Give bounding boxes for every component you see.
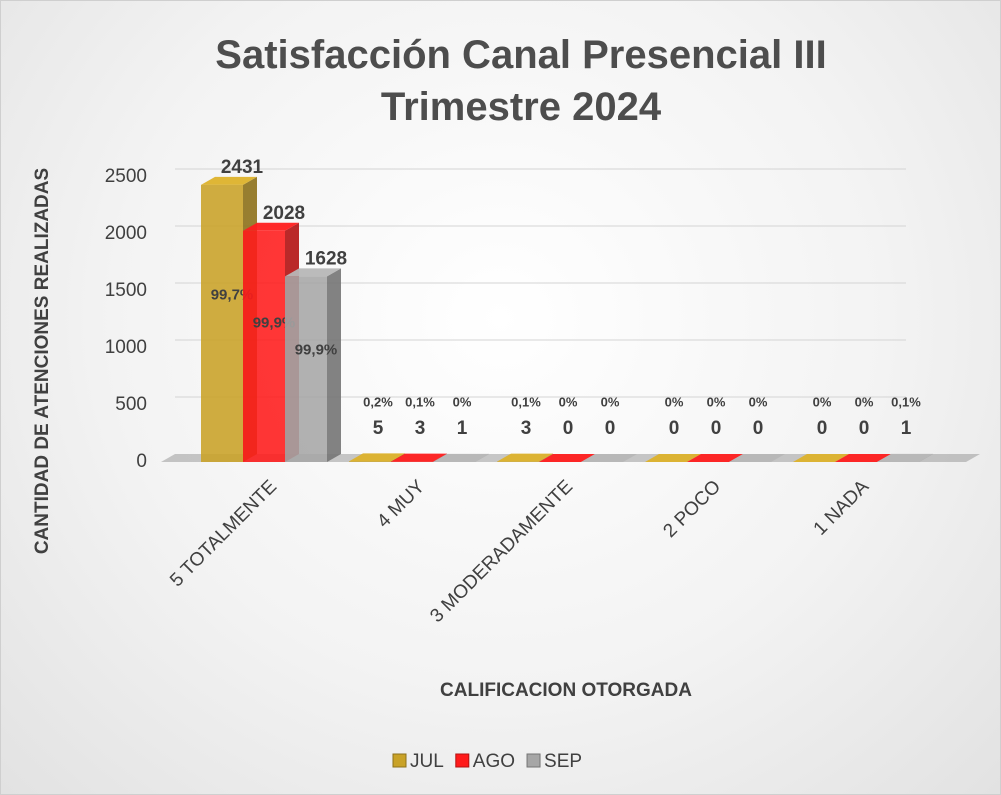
data-label: 2028 [263, 203, 305, 224]
legend-label: SEP [544, 751, 582, 772]
data-label: 1 [901, 418, 912, 439]
percent-label: 0% [813, 394, 832, 409]
bar-top [645, 454, 701, 462]
bar-top [581, 454, 637, 462]
percent-label: 0,1% [891, 394, 921, 409]
x-tick-label: 1 NADA [810, 476, 874, 540]
bar-top [285, 268, 341, 277]
percent-label: 0% [749, 394, 768, 409]
bar-top [201, 176, 257, 185]
bar [285, 276, 327, 462]
data-label: 0 [669, 418, 680, 439]
percent-label: 0% [453, 394, 472, 409]
data-label: 3 [521, 418, 532, 439]
data-label: 0 [563, 418, 574, 439]
data-label: 5 [373, 418, 384, 439]
x-axis-label: CALIFICACION OTORGADA [440, 680, 692, 701]
bar [349, 461, 391, 462]
y-tick-label: 2000 [105, 223, 147, 244]
bar-top [729, 454, 785, 462]
bar-top [835, 454, 891, 462]
percent-label: 0% [601, 394, 620, 409]
bar-top [349, 453, 405, 462]
data-label: 0 [753, 418, 764, 439]
bar-top [243, 222, 299, 231]
data-label: 0 [711, 418, 722, 439]
percent-label: 99,9% [253, 314, 296, 331]
percent-label: 99,9% [295, 342, 338, 359]
bar [201, 184, 243, 462]
bar-top [391, 453, 447, 462]
bar-top [433, 453, 489, 462]
bar-side [919, 453, 933, 462]
legend-swatch [455, 753, 470, 768]
data-label: 0 [859, 418, 870, 439]
bar-top [497, 453, 553, 462]
x-tick-label: 4 MUY [373, 476, 429, 532]
data-label: 3 [415, 418, 426, 439]
data-label: 0 [817, 418, 828, 439]
bar [243, 230, 285, 462]
legend-label: JUL [410, 751, 444, 772]
bar-side [327, 268, 341, 462]
percent-label: 0% [559, 394, 578, 409]
data-label: 2431 [221, 157, 264, 178]
data-label: 1 [457, 418, 468, 439]
bar-top [793, 454, 849, 462]
y-tick-label: 1500 [105, 280, 147, 301]
y-tick-label: 1000 [105, 337, 147, 358]
percent-label: 0,1% [511, 394, 541, 409]
x-tick-label: 2 POCO [659, 476, 725, 542]
x-tick-label: 5 TOTALMENTE [166, 476, 281, 591]
percent-label: 0,2% [363, 394, 393, 409]
bar-top [539, 454, 595, 462]
percent-label: 0% [707, 394, 726, 409]
bar-top [877, 453, 933, 462]
data-label: 1628 [305, 248, 347, 269]
legend-swatch [392, 753, 407, 768]
y-tick-label: 500 [115, 394, 147, 415]
bar-side [475, 453, 489, 462]
percent-label: 0% [855, 394, 874, 409]
bar-top [687, 454, 743, 462]
percent-label: 99,7% [211, 287, 254, 304]
legend-label: AGO [473, 751, 515, 772]
chart-title: Satisfacción Canal Presencial III Trimes… [215, 33, 827, 129]
bar-side [539, 453, 553, 462]
percent-label: 0,1% [405, 394, 435, 409]
percent-label: 0% [665, 394, 684, 409]
y-tick-label: 2500 [105, 166, 147, 187]
legend-swatch [526, 753, 541, 768]
data-label: 0 [605, 418, 616, 439]
y-tick-label: 0 [136, 451, 147, 472]
x-tick-label: 3 MODERADAMENTE [426, 476, 577, 627]
y-axis-label: CANTIDAD DE ATENCIONES REALIZADAS [32, 168, 53, 554]
